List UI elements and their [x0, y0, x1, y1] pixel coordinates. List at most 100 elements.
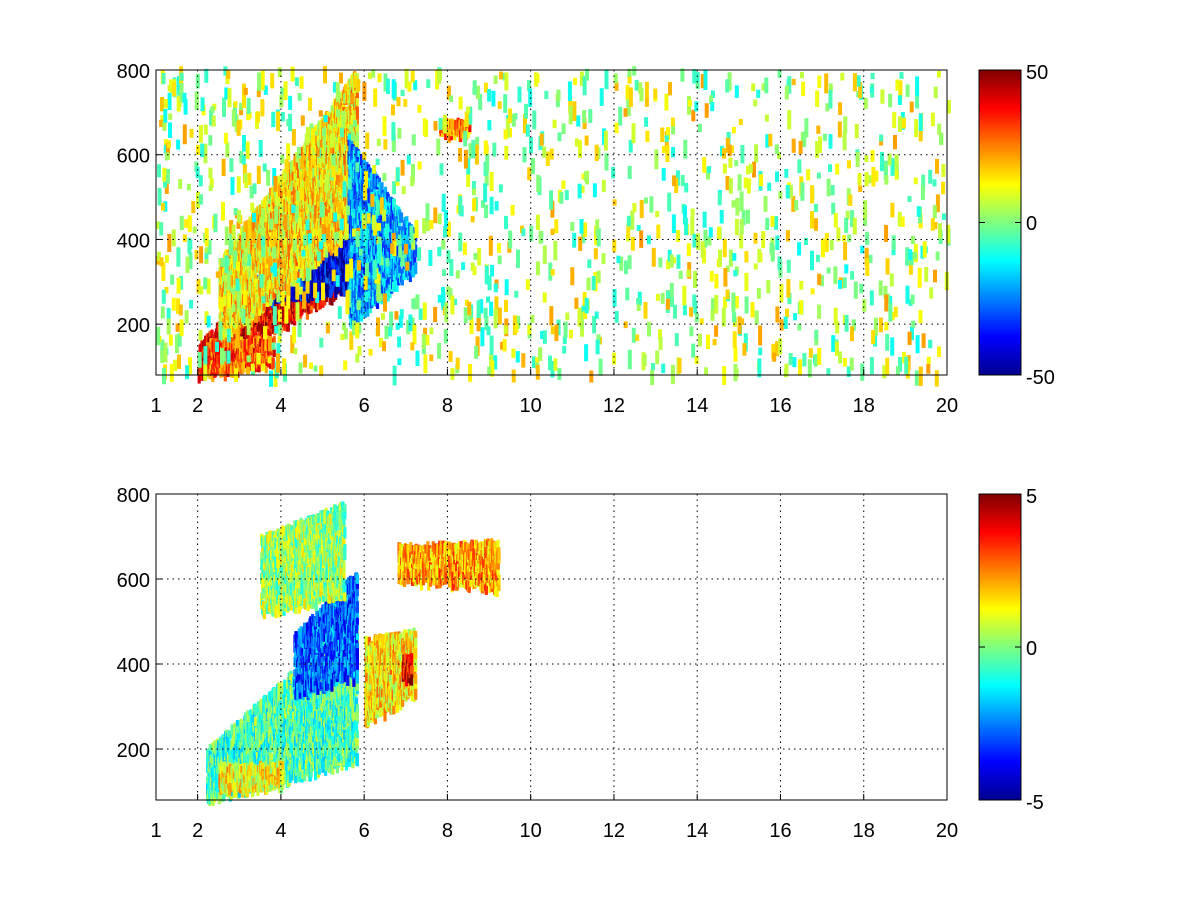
- heatmap-cell: [304, 152, 308, 161]
- heatmap-cell: [341, 200, 345, 210]
- heatmap-cell: [235, 323, 239, 334]
- heatmap-cell: [253, 280, 257, 288]
- heatmap-cell: [355, 73, 359, 82]
- heatmap-cell: [325, 256, 329, 262]
- heatmap-cell: [333, 127, 337, 135]
- heatmap-cell: [337, 182, 341, 192]
- heatmap-cell: [237, 363, 241, 372]
- heatmap-cell: [248, 338, 252, 349]
- heatmap-cell: [309, 170, 313, 177]
- heatmap-cell: [288, 206, 292, 221]
- heatmap-cell: [296, 188, 300, 201]
- heatmap-cell: [224, 249, 228, 261]
- heatmap-cell: [230, 324, 234, 333]
- heatmap-cell: [239, 284, 243, 291]
- heatmap-cell: [319, 259, 323, 272]
- heatmap-cell: [319, 174, 323, 187]
- heatmap-cell: [325, 110, 329, 120]
- heatmap-cell: [314, 257, 318, 270]
- heatmap-cell: [328, 111, 332, 118]
- heatmap-cell: [345, 169, 350, 183]
- heatmap-cell: [316, 300, 320, 311]
- heatmap-cell: [264, 321, 269, 329]
- heatmap-cell: [249, 353, 253, 363]
- heatmap-cell: [292, 194, 296, 205]
- heatmap-cell: [344, 83, 348, 92]
- heatmap-cell: [310, 186, 314, 199]
- heatmap-cell: [257, 276, 261, 284]
- heatmap-cell: [345, 216, 349, 225]
- heatmap-cell: [212, 361, 216, 371]
- heatmap-cell: [355, 130, 359, 142]
- heatmap-cell: [344, 109, 348, 122]
- heatmap-cell: [232, 280, 237, 292]
- heatmap-cell: [244, 340, 248, 352]
- heatmap-cell: [224, 323, 228, 335]
- heatmap-cell: [246, 335, 250, 342]
- heatmap-cell: [337, 101, 341, 112]
- heatmap-cell: [329, 145, 333, 154]
- heatmap-cell: [239, 235, 243, 244]
- heatmap-cell: [271, 358, 275, 370]
- heatmap-cell: [233, 277, 237, 285]
- heatmap-cell: [251, 240, 255, 252]
- heatmap-cell: [343, 282, 347, 297]
- heatmap-cell: [288, 196, 293, 209]
- heatmap-cell: [223, 367, 227, 382]
- heatmap-cell: [223, 339, 227, 353]
- heatmap-cell: [230, 337, 234, 343]
- heatmap-cell: [316, 143, 320, 151]
- heatmap-cell: [233, 308, 237, 321]
- heatmap-cell: [340, 138, 344, 145]
- heatmap-cell: [321, 251, 325, 261]
- heatmap-cell: [355, 136, 359, 147]
- heatmap-cell: [258, 305, 262, 316]
- heatmap-cell: [347, 282, 351, 295]
- heatmap-cell: [264, 359, 268, 374]
- heatmap-cell: [234, 239, 238, 254]
- heatmap-cell: [245, 292, 249, 298]
- heatmap-cell: [297, 271, 301, 280]
- heatmap-cell: [253, 343, 257, 356]
- heatmap-cell: [333, 278, 337, 289]
- heatmap-cell: [289, 250, 294, 258]
- heatmap-cell: [284, 270, 288, 278]
- heatmap-cell: [302, 260, 306, 273]
- heatmap-cell: [318, 298, 322, 310]
- heatmap-cell: [242, 361, 246, 373]
- heatmap-cell: [337, 177, 341, 187]
- heatmap-cell: [215, 362, 219, 376]
- heatmap-cell: [255, 259, 259, 267]
- heatmap-cell: [229, 316, 233, 326]
- heatmap-cell: [214, 346, 218, 359]
- heatmap-cell: [302, 189, 306, 201]
- heatmap-cell: [298, 254, 302, 264]
- heatmap-cell: [251, 287, 255, 298]
- heatmap-cell: [313, 243, 317, 257]
- heatmap-cell: [326, 203, 331, 210]
- heatmap-cell: [304, 188, 308, 202]
- heatmap-cell: [354, 91, 358, 101]
- heatmap-cell: [330, 216, 334, 227]
- heatmap-cell: [263, 222, 267, 228]
- heatmap-cell: [256, 282, 260, 290]
- heatmap-cell: [321, 243, 325, 254]
- heatmap-cell: [342, 104, 346, 113]
- heatmap-cell: [317, 246, 321, 256]
- heatmap-cell: [232, 324, 237, 334]
- heatmap-cell: [277, 260, 281, 269]
- heatmap-cell: [210, 360, 214, 369]
- heatmap-cell: [345, 239, 349, 248]
- heatmap-cell: [345, 106, 349, 112]
- heatmap-cell: [227, 321, 231, 331]
- heatmap-cell: [331, 242, 335, 254]
- heatmap-cell: [288, 189, 292, 201]
- top-heatmap-cells: [156, 66, 951, 387]
- heatmap-cell: [298, 208, 303, 215]
- heatmap-cell: [291, 264, 295, 271]
- heatmap-cell: [350, 113, 354, 122]
- heatmap-cell: [253, 271, 257, 279]
- heatmap-cell: [340, 263, 344, 273]
- heatmap-cell: [251, 219, 255, 229]
- heatmap-cell: [313, 268, 317, 274]
